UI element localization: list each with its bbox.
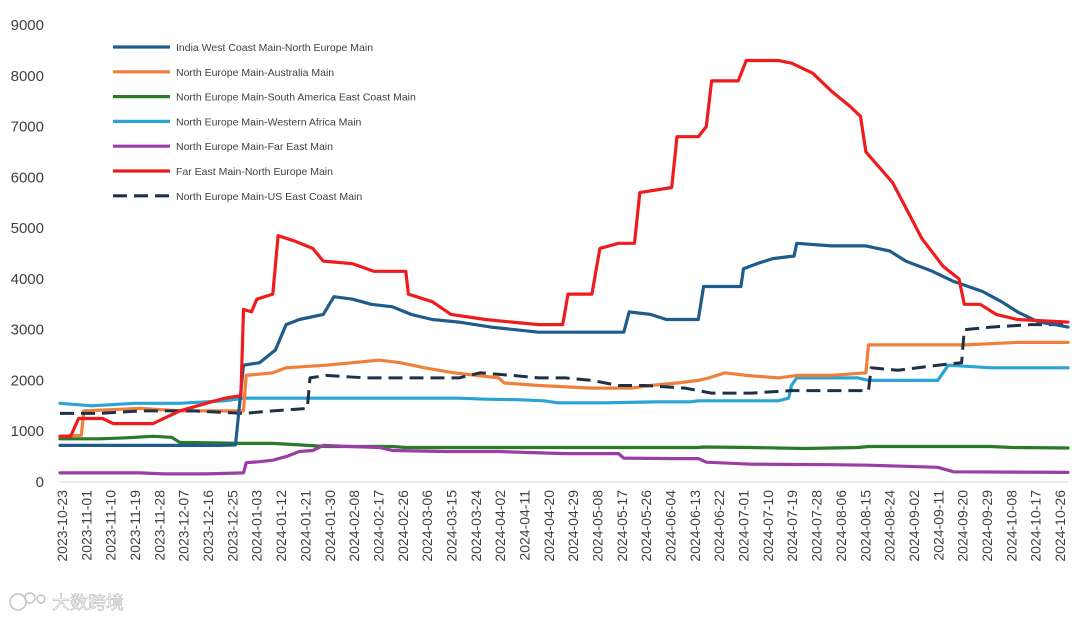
x-tick-label: 2024-04-11 bbox=[516, 490, 532, 561]
legend-label-2: North Europe Main-South America East Coa… bbox=[176, 92, 416, 104]
x-tick-label: 2024-10-08 bbox=[1003, 490, 1019, 562]
legend-label-3: North Europe Main-Western Africa Main bbox=[176, 116, 362, 128]
x-tick-label: 2024-09-20 bbox=[955, 490, 971, 562]
x-tick-label: 2024-07-28 bbox=[809, 490, 825, 562]
legend-label-5: Far East Main-North Europe Main bbox=[176, 166, 333, 178]
x-tick-label: 2023-12-07 bbox=[176, 490, 192, 562]
y-tick-label: 6000 bbox=[11, 169, 44, 186]
x-tick-label: 2023-11-01 bbox=[78, 490, 94, 561]
x-tick-label: 2024-03-24 bbox=[468, 490, 484, 562]
x-tick-label: 2024-05-08 bbox=[590, 490, 606, 562]
series-line-3 bbox=[58, 363, 1070, 408]
x-tick-label: 2024-07-19 bbox=[784, 490, 800, 562]
series-line-5 bbox=[58, 58, 1070, 438]
y-tick-label: 8000 bbox=[11, 68, 44, 85]
x-tick-label: 2024-09-02 bbox=[906, 490, 922, 562]
series-layer bbox=[58, 58, 1070, 476]
y-tick-label: 0 bbox=[36, 474, 44, 491]
x-tick-label: 2023-11-19 bbox=[127, 490, 143, 561]
x-tick-label: 2023-11-28 bbox=[151, 490, 167, 561]
x-tick-label: 2024-09-11 bbox=[930, 490, 946, 561]
series-line-6 bbox=[60, 323, 1068, 415]
x-tick-label: 2024-10-26 bbox=[1052, 490, 1068, 562]
x-tick-label: 2024-05-17 bbox=[614, 490, 630, 562]
x-tick-label: 2024-02-26 bbox=[395, 490, 411, 562]
x-tick-label: 2023-12-16 bbox=[200, 490, 216, 562]
watermark: 大数跨境 bbox=[9, 592, 124, 614]
x-tick-label: 2024-01-30 bbox=[322, 490, 338, 562]
legend-label-4: North Europe Main-Far East Main bbox=[176, 141, 333, 153]
y-tick-label: 3000 bbox=[11, 322, 44, 339]
x-tick-label: 2024-08-15 bbox=[857, 490, 873, 562]
legend-label-0: India West Coast Main-North Europe Main bbox=[176, 42, 373, 54]
y-tick-label: 4000 bbox=[11, 271, 44, 288]
x-tick-label: 2024-04-20 bbox=[541, 490, 557, 562]
y-tick-label: 7000 bbox=[11, 119, 44, 136]
legend-label-1: North Europe Main-Australia Main bbox=[176, 67, 334, 79]
x-tick-label: 2024-03-06 bbox=[419, 490, 435, 562]
x-tick-label: 2024-07-10 bbox=[760, 490, 776, 562]
x-tick-label: 2024-02-08 bbox=[346, 490, 362, 562]
watermark-text: 大数跨境 bbox=[52, 593, 124, 614]
x-tick-label: 2024-06-13 bbox=[687, 490, 703, 562]
series-line-2 bbox=[58, 434, 1070, 451]
x-tick-label: 2024-09-29 bbox=[979, 490, 995, 562]
x-axis: 2023-10-23 2023-11-01 2023-11-10 2023-11-19… bbox=[54, 490, 1068, 562]
x-tick-label: 2024-08-06 bbox=[833, 490, 849, 562]
x-tick-label: 2024-06-22 bbox=[711, 490, 727, 562]
x-tick-label: 2024-05-26 bbox=[638, 490, 654, 562]
y-tick-label: 5000 bbox=[11, 220, 44, 237]
x-tick-label: 2024-01-21 bbox=[297, 490, 313, 562]
x-tick-label: 2024-01-03 bbox=[249, 490, 265, 562]
series-line-4 bbox=[58, 443, 1070, 476]
y-tick-label: 9000 bbox=[11, 17, 44, 34]
x-tick-label: 2024-06-04 bbox=[663, 490, 679, 562]
legend-label-6: North Europe Main-US East Coast Main bbox=[176, 191, 362, 203]
x-tick-label: 2024-01-12 bbox=[273, 490, 289, 562]
x-tick-label: 2024-03-15 bbox=[443, 490, 459, 562]
y-tick-label: 2000 bbox=[11, 372, 44, 389]
x-tick-label: 2024-10-17 bbox=[1028, 490, 1044, 562]
y-tick-label: 1000 bbox=[11, 423, 44, 440]
y-axis: 0 1000 2000 3000 4000 5000 6000 7000 8000 9000 bbox=[11, 17, 44, 491]
x-tick-label: 2024-08-24 bbox=[882, 490, 898, 562]
x-tick-label: 2024-04-29 bbox=[565, 490, 581, 562]
x-tick-label: 2024-04-02 bbox=[492, 490, 508, 562]
legend: India West Coast Main-North Europe Main N… bbox=[113, 42, 416, 203]
x-tick-label: 2023-11-10 bbox=[103, 490, 119, 561]
series-line-1 bbox=[58, 340, 1070, 438]
series-line-0 bbox=[58, 241, 1070, 447]
x-tick-label: 2023-10-23 bbox=[54, 490, 70, 562]
x-tick-label: 2024-07-01 bbox=[736, 490, 752, 562]
watermark-logo-icon bbox=[9, 592, 46, 611]
x-tick-label: 2023-12-25 bbox=[224, 490, 240, 562]
x-tick-label: 2024-02-17 bbox=[370, 490, 386, 562]
